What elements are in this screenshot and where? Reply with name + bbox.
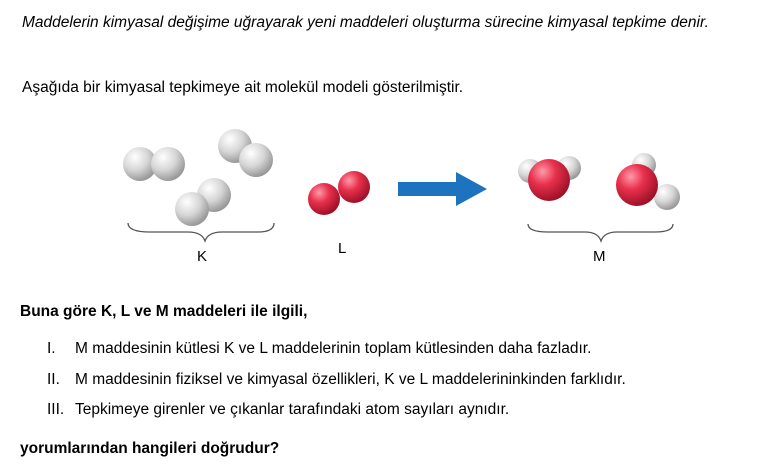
- m-brace: [527, 223, 674, 244]
- intro-text: Maddelerin kimyasal değişime uğrayarak y…: [22, 14, 709, 31]
- closing-question: yorumlarından hangileri doğrudur?: [20, 440, 280, 457]
- statement-number: III.: [47, 401, 65, 418]
- k-molecules: [123, 129, 273, 226]
- h2-molecule: [175, 178, 231, 226]
- reaction-arrow: [398, 172, 487, 206]
- molecule-model-figure: [123, 129, 680, 244]
- subintro-text: Aşağıda bir kimyasal tepkimeye ait molek…: [22, 79, 464, 96]
- h2o-molecule: [518, 156, 581, 201]
- question-text: Buna göre K, L ve M maddeleri ile ilgili…: [20, 303, 308, 320]
- statement-number: II.: [47, 371, 60, 388]
- label-l: L: [338, 240, 347, 257]
- statement-number: I.: [47, 340, 56, 357]
- statement-text: Tepkimeye girenler ve çıkanlar tarafında…: [75, 401, 510, 418]
- statement-text: M maddesinin kütlesi K ve L maddelerinin…: [75, 340, 592, 357]
- o2-molecule: [308, 171, 370, 215]
- h2o-molecule: [616, 153, 680, 210]
- statement-text: M maddesinin fiziksel ve kimyasal özelli…: [75, 371, 626, 388]
- h2-molecule: [218, 129, 273, 177]
- h2-molecule: [123, 147, 185, 181]
- k-brace: [127, 222, 275, 244]
- label-m: M: [593, 248, 606, 265]
- label-k: K: [197, 248, 208, 265]
